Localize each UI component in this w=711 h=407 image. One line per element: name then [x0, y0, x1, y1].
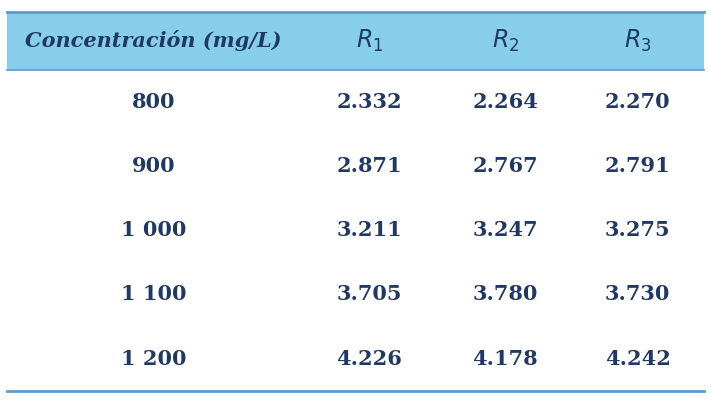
Text: $\mathit{R}_{2}$: $\mathit{R}_{2}$: [492, 28, 519, 54]
Text: 4.178: 4.178: [473, 349, 538, 369]
Text: 3.275: 3.275: [605, 220, 670, 240]
Text: 2.332: 2.332: [336, 92, 402, 112]
Text: 2.791: 2.791: [605, 156, 670, 176]
Text: 3.780: 3.780: [473, 284, 538, 304]
Text: $\mathit{R}_{3}$: $\mathit{R}_{3}$: [624, 28, 651, 54]
Text: 2.871: 2.871: [336, 156, 402, 176]
Text: 1 100: 1 100: [121, 284, 186, 304]
Text: $\mathit{R}_{1}$: $\mathit{R}_{1}$: [356, 28, 383, 54]
Text: 2.270: 2.270: [605, 92, 670, 112]
Text: 4.242: 4.242: [605, 349, 670, 369]
Text: 1 200: 1 200: [121, 349, 186, 369]
Text: 3.705: 3.705: [337, 284, 402, 304]
Text: 900: 900: [132, 156, 175, 176]
Text: 800: 800: [132, 92, 175, 112]
Text: Concentración (mg/L): Concentración (mg/L): [25, 31, 282, 51]
Text: 2.264: 2.264: [472, 92, 538, 112]
Text: 2.767: 2.767: [473, 156, 538, 176]
Text: 1 000: 1 000: [121, 220, 186, 240]
Text: 3.211: 3.211: [336, 220, 402, 240]
Text: 3.730: 3.730: [605, 284, 670, 304]
FancyBboxPatch shape: [7, 12, 704, 70]
Text: 3.247: 3.247: [473, 220, 538, 240]
Text: 4.226: 4.226: [336, 349, 402, 369]
